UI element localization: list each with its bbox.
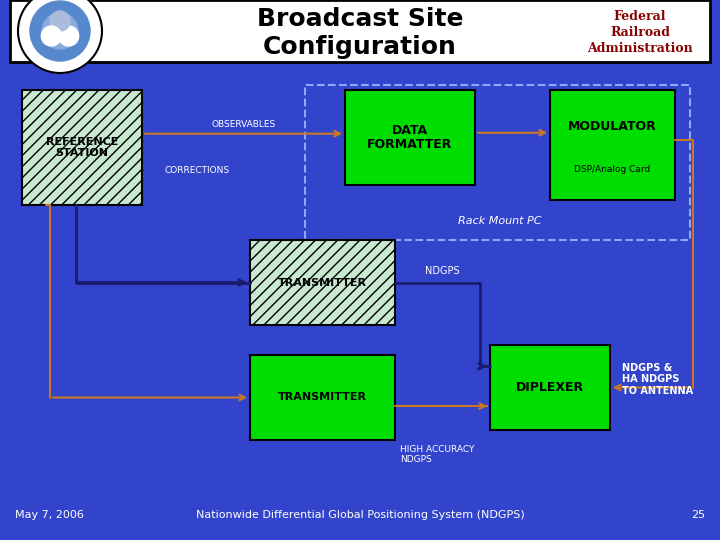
- Text: CORRECTIONS: CORRECTIONS: [164, 166, 230, 175]
- Bar: [490, 345, 610, 430]
- Bar: [250, 240, 395, 325]
- Circle shape: [41, 26, 61, 46]
- Text: Federal
Railroad
Administration: Federal Railroad Administration: [587, 10, 693, 56]
- Text: TRANSMITTER: TRANSMITTER: [278, 393, 367, 402]
- Text: Nationwide Differential Global Positioning System (NDGPS): Nationwide Differential Global Positioni…: [196, 510, 524, 520]
- Text: DIPLEXER: DIPLEXER: [516, 381, 584, 394]
- Text: HIGH ACCURACY
NDGPS: HIGH ACCURACY NDGPS: [400, 445, 474, 464]
- Text: REFERENCE
STATION: REFERENCE STATION: [46, 137, 118, 158]
- Circle shape: [58, 26, 78, 46]
- Circle shape: [18, 0, 102, 73]
- Text: OBSERVABLES: OBSERVABLES: [212, 120, 276, 129]
- Bar: [250, 355, 395, 440]
- Bar: [550, 90, 675, 200]
- Text: TRANSMITTER: TRANSMITTER: [278, 278, 367, 287]
- Circle shape: [42, 13, 78, 49]
- Text: DSP/Analog Card: DSP/Analog Card: [575, 165, 651, 174]
- Bar: [305, 85, 690, 240]
- Text: NDGPS: NDGPS: [425, 267, 459, 276]
- Bar: [345, 90, 475, 185]
- Text: NDGPS &
HA NDGPS
TO ANTENNA: NDGPS & HA NDGPS TO ANTENNA: [622, 363, 693, 396]
- Circle shape: [50, 11, 70, 31]
- Text: Rack Mount PC: Rack Mount PC: [458, 216, 541, 226]
- Text: DATA
FORMATTER: DATA FORMATTER: [367, 124, 453, 152]
- Text: May 7, 2006: May 7, 2006: [15, 510, 84, 520]
- Bar: [10, 0, 710, 62]
- Text: Broadcast Site
Configuration: Broadcast Site Configuration: [257, 7, 463, 59]
- Circle shape: [30, 1, 90, 61]
- Text: MODULATOR: MODULATOR: [568, 120, 657, 133]
- Text: 25: 25: [691, 510, 705, 520]
- Bar: [22, 90, 142, 205]
